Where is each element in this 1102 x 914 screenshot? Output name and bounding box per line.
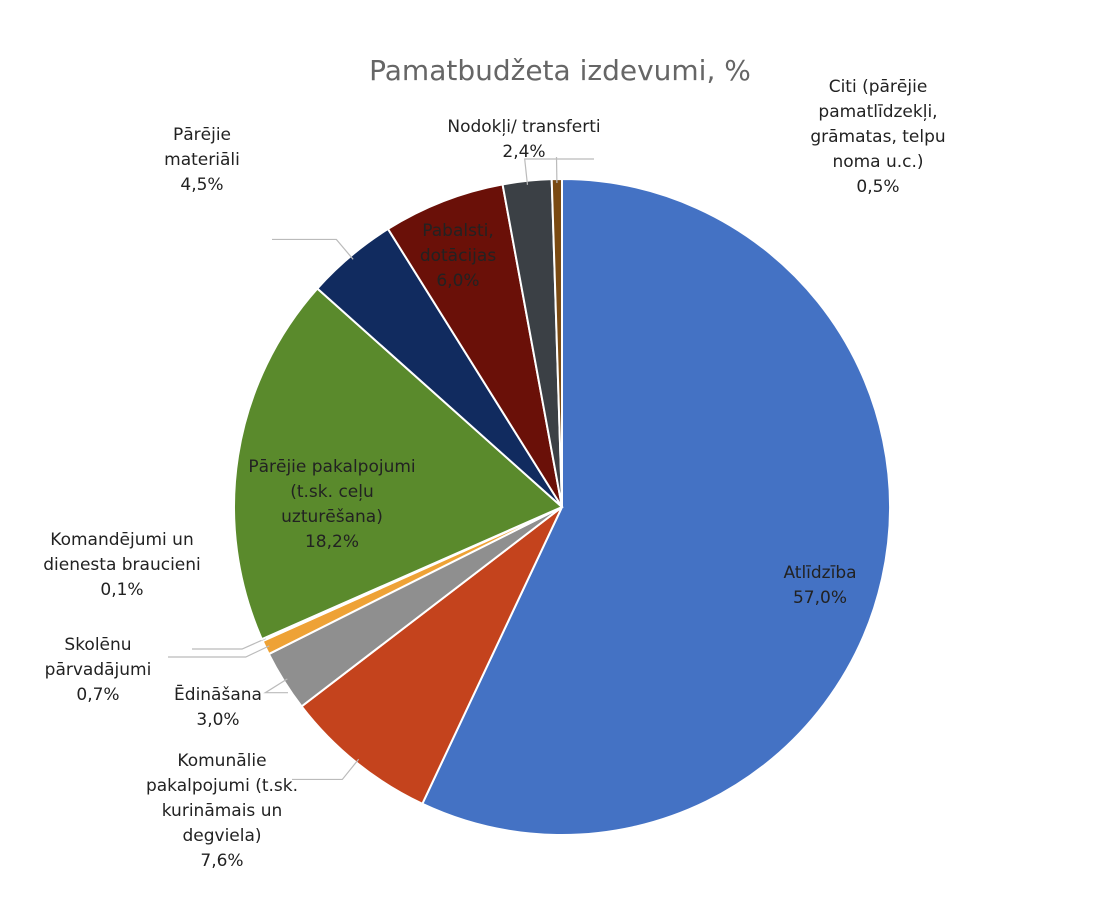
- category-name: Pārējie materiāli: [164, 125, 240, 170]
- leader-line: [524, 158, 594, 185]
- pie-slice: [386, 183, 563, 508]
- value-label: 2,4%: [502, 142, 545, 162]
- value-label: 0,5%: [856, 177, 899, 197]
- pie-slice: [233, 287, 564, 641]
- pie-slice: [421, 177, 891, 836]
- slice-label: Skolēnu pārvadājumi 0,7%: [45, 635, 152, 705]
- leader-line: [168, 645, 270, 658]
- value-label: 4,5%: [180, 175, 223, 195]
- category-name: Citi (pārējie pamatlīdzekļi, grāmatas, tel…: [810, 77, 945, 172]
- value-label: 6,0%: [436, 271, 479, 291]
- value-label: 18,2%: [305, 532, 359, 552]
- category-name: Komandējumi un dienesta braucieni: [43, 530, 201, 575]
- slice-label: Komunālie pakalpojumi (t.sk. kurināmais un…: [146, 751, 298, 871]
- value-label: 0,7%: [76, 685, 119, 705]
- category-name: Skolēnu pārvadājumi: [45, 635, 152, 680]
- slice-label: Citi (pārējie pamatlīdzekļi, grāmatas, tel…: [810, 77, 945, 197]
- slice-label: Pārējie pakalpojumi (t.sk. ceļu uzturēšana…: [248, 457, 415, 552]
- value-label: 7,6%: [200, 851, 243, 871]
- category-name: Atlīdzība: [783, 563, 856, 583]
- slice-label: Pabalsti, dotācijas 6,0%: [420, 221, 496, 291]
- category-name: Ēdināšana: [174, 683, 262, 705]
- slice-label: Komandējumi un dienesta braucieni 0,1%: [43, 530, 201, 600]
- leader-line: [263, 678, 288, 694]
- slice-label: Atlīdzība 57,0%: [783, 563, 856, 608]
- leader-line: [272, 238, 354, 260]
- leader-line: [192, 637, 267, 650]
- category-name: Komunālie pakalpojumi (t.sk. kurināmais un…: [146, 751, 298, 846]
- category-name: Nodokļi/ transferti: [447, 117, 600, 137]
- category-name: Pārējie pakalpojumi (t.sk. ceļu uzturēšana…: [248, 457, 415, 527]
- slice-label: Ēdināšana 3,0%: [174, 683, 262, 730]
- value-label: 0,1%: [100, 580, 143, 600]
- leader-line: [292, 758, 360, 781]
- slice-label: Pārējie materiāli 4,5%: [164, 125, 240, 195]
- slice-label: Nodokļi/ transferti 2,4%: [447, 117, 600, 162]
- value-label: 3,0%: [196, 710, 239, 730]
- category-name: Pabalsti, dotācijas: [420, 221, 496, 266]
- value-label: 57,0%: [793, 588, 847, 608]
- chart-title: Pamatbudžeta izdevumi, %: [369, 54, 751, 87]
